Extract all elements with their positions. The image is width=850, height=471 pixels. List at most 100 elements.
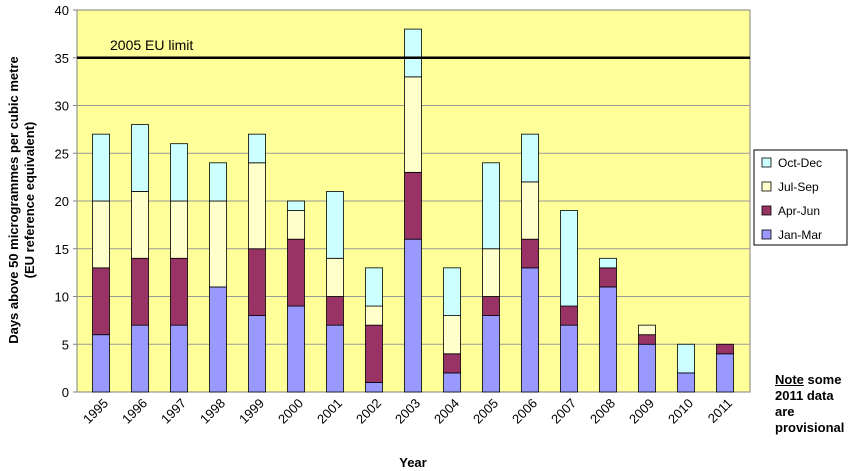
x-tick-2009: 2009 bbox=[626, 396, 657, 427]
bar-2005-oct-dec bbox=[482, 162, 500, 250]
bar-1999-jul-sep bbox=[248, 162, 266, 250]
legend-swatch-jan-mar bbox=[761, 229, 772, 240]
bar-2009-jul-sep bbox=[638, 324, 656, 336]
bar-2006-oct-dec bbox=[521, 133, 539, 183]
y-tick-10: 10 bbox=[55, 290, 69, 305]
bar-2004-apr-jun bbox=[443, 353, 461, 374]
legend-swatch-jul-sep bbox=[761, 181, 772, 192]
y-tick-30: 30 bbox=[55, 99, 69, 114]
bar-2011-apr-jun bbox=[716, 343, 734, 355]
bar-1999-apr-jun bbox=[248, 248, 266, 316]
bar-2006-jul-sep bbox=[521, 181, 539, 240]
bar-1996-apr-jun bbox=[131, 257, 149, 326]
bars bbox=[92, 28, 734, 393]
bar-2003-apr-jun bbox=[404, 171, 422, 240]
bar-2001-jan-mar bbox=[326, 324, 344, 393]
bar-1995-jul-sep bbox=[92, 200, 110, 269]
bar-2007-oct-dec bbox=[560, 210, 578, 307]
y-tick-labels: 0 5 10 15 20 25 30 35 40 bbox=[55, 3, 77, 400]
bar-2009-jan-mar bbox=[638, 343, 656, 393]
y-tick-25: 25 bbox=[55, 146, 69, 161]
bar-2011-jan-mar bbox=[716, 353, 734, 393]
y-tick-40: 40 bbox=[55, 3, 69, 18]
bar-2009-apr-jun bbox=[638, 334, 656, 345]
note-line-3: are bbox=[775, 404, 795, 419]
note-first-line-rest: some bbox=[803, 372, 842, 387]
y-tick-0: 0 bbox=[62, 385, 69, 400]
bar-2006-jan-mar bbox=[521, 267, 539, 393]
bar-1997-oct-dec bbox=[170, 143, 188, 202]
bar-2003-jan-mar bbox=[404, 238, 422, 393]
bar-2010-oct-dec bbox=[677, 343, 695, 374]
bar-2004-jan-mar bbox=[443, 372, 461, 393]
bar-1995-apr-jun bbox=[92, 267, 110, 336]
y-tick-20: 20 bbox=[55, 194, 69, 209]
bar-1998-jan-mar bbox=[209, 286, 227, 393]
bar-1997-jan-mar bbox=[170, 324, 188, 393]
note-underlined-word: Note bbox=[775, 372, 804, 387]
y-tick-35: 35 bbox=[55, 51, 69, 66]
bar-2005-apr-jun bbox=[482, 296, 500, 317]
bar-2008-jan-mar bbox=[599, 286, 617, 393]
x-tick-1995: 1995 bbox=[80, 396, 111, 427]
bar-2002-oct-dec bbox=[365, 267, 383, 307]
eu-limit-label: 2005 EU limit bbox=[110, 37, 193, 53]
x-tick-2002: 2002 bbox=[353, 396, 384, 427]
x-tick-1999: 1999 bbox=[236, 396, 267, 427]
bar-1996-jul-sep bbox=[131, 191, 149, 259]
bar-2010-jan-mar bbox=[677, 372, 695, 393]
x-tick-1998: 1998 bbox=[197, 396, 228, 427]
bar-1996-oct-dec bbox=[131, 124, 149, 192]
y-tick-5: 5 bbox=[62, 337, 69, 352]
y-axis-title-line2: (EU reference equivalent) bbox=[22, 122, 37, 279]
bar-1996-jan-mar bbox=[131, 324, 149, 393]
x-axis-title: Year bbox=[399, 455, 426, 470]
x-tick-2010: 2010 bbox=[665, 396, 696, 427]
bar-2000-jul-sep bbox=[287, 210, 305, 240]
bar-2004-jul-sep bbox=[443, 315, 461, 355]
bar-2008-oct-dec bbox=[599, 257, 617, 269]
bar-1998-oct-dec bbox=[209, 162, 227, 202]
x-tick-2005: 2005 bbox=[470, 396, 501, 427]
bar-1999-jan-mar bbox=[248, 315, 266, 393]
bar-2003-jul-sep bbox=[404, 76, 422, 173]
x-tick-2000: 2000 bbox=[275, 396, 306, 427]
x-tick-1996: 1996 bbox=[119, 396, 150, 427]
bar-2002-jul-sep bbox=[365, 305, 383, 326]
x-tick-2004: 2004 bbox=[431, 396, 462, 427]
x-tick-2001: 2001 bbox=[314, 396, 345, 427]
bar-2007-apr-jun bbox=[560, 305, 578, 326]
x-tick-2007: 2007 bbox=[548, 396, 579, 427]
note-line-4: provisional bbox=[775, 420, 845, 435]
legend-label-apr-jun: Apr-Jun bbox=[778, 204, 820, 218]
bar-2002-apr-jun bbox=[365, 324, 383, 383]
bar-2000-oct-dec bbox=[287, 200, 305, 211]
x-tick-1997: 1997 bbox=[158, 396, 189, 427]
bar-2005-jul-sep bbox=[482, 248, 500, 297]
legend-swatch-oct-dec bbox=[761, 157, 772, 168]
bar-2005-jan-mar bbox=[482, 315, 500, 393]
bar-1995-oct-dec bbox=[92, 133, 110, 202]
note-line-2: 2011 data bbox=[775, 388, 834, 403]
bar-1995-jan-mar bbox=[92, 334, 110, 393]
legend-label-jul-sep: Jul-Sep bbox=[778, 180, 819, 194]
y-tick-15: 15 bbox=[55, 242, 69, 257]
bar-2008-apr-jun bbox=[599, 267, 617, 288]
bar-1998-jul-sep bbox=[209, 200, 227, 288]
bar-2007-jan-mar bbox=[560, 324, 578, 393]
legend-label-jan-mar: Jan-Mar bbox=[778, 228, 822, 242]
x-tick-labels: 1995 1996 1997 1998 1999 2000 2001 2002 2003 2004… bbox=[80, 396, 735, 427]
bar-2001-oct-dec bbox=[326, 191, 344, 259]
bar-2006-apr-jun bbox=[521, 238, 539, 269]
bar-2000-apr-jun bbox=[287, 238, 305, 307]
bar-2002-jan-mar bbox=[365, 382, 383, 393]
x-tick-2006: 2006 bbox=[509, 396, 540, 427]
bar-1999-oct-dec bbox=[248, 133, 266, 164]
x-tick-2008: 2008 bbox=[587, 396, 618, 427]
bar-1997-apr-jun bbox=[170, 257, 188, 326]
bar-2001-apr-jun bbox=[326, 296, 344, 326]
provisional-note: Note some 2011 data are provisional bbox=[775, 372, 850, 436]
x-tick-2011: 2011 bbox=[705, 396, 735, 426]
legend-label-oct-dec: Oct-Dec bbox=[778, 156, 822, 170]
